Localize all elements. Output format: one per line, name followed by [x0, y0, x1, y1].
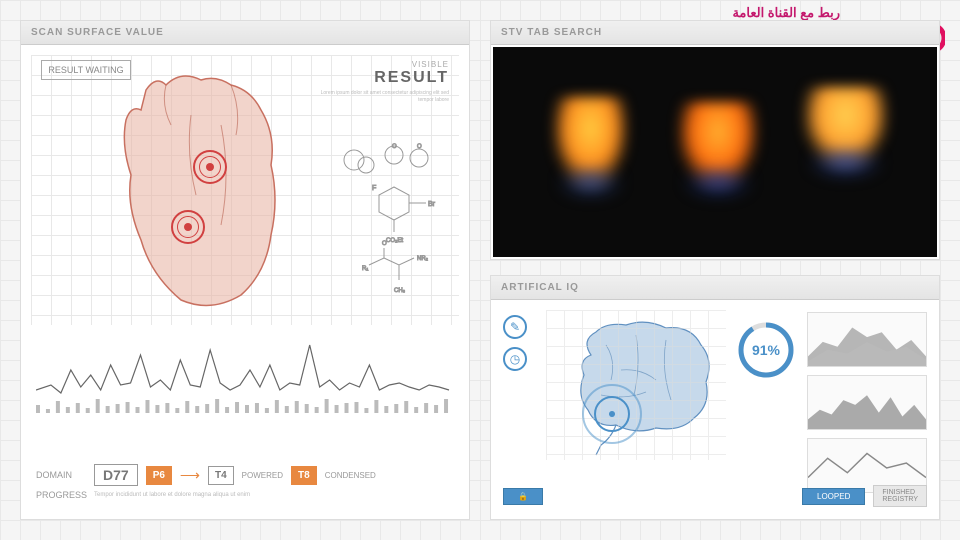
svg-text:O: O — [417, 144, 422, 150]
ai-panel-header: ARTIFICAL IQ — [491, 276, 939, 300]
svg-text:R₁: R₁ — [362, 266, 368, 272]
heart-illustration — [91, 55, 311, 315]
svg-text:NR₂: NR₂ — [417, 256, 429, 262]
badge-d77: D77 — [94, 464, 138, 486]
scan-surface-panel: SCAN SURFACE VALUE RESULT WAITING VISIBL… — [20, 20, 470, 520]
badge-p6: P6 — [146, 466, 172, 485]
artificial-iq-panel: ARTIFICAL IQ ✎ ◷ 91% — [490, 275, 940, 520]
domain-label: DOMAIN — [36, 470, 86, 480]
ai-footer-row: 🔒 LOOPED FINISHEDREGISTRY — [503, 485, 927, 507]
mini-chart-2 — [807, 375, 927, 430]
svg-text:O: O — [392, 144, 397, 150]
mini-chart-1 — [807, 312, 927, 367]
visible-result-block: VISIBLE RESULT Lorem ipsum dolor sit ame… — [319, 60, 449, 103]
svg-text:Br: Br — [428, 201, 436, 208]
thermal-image-area — [493, 47, 937, 257]
scan-panel-header: SCAN SURFACE VALUE — [21, 21, 469, 45]
progress-label: PROGRESS — [36, 490, 86, 500]
secondary-button[interactable]: FINISHEDREGISTRY — [873, 485, 927, 507]
brain-target-2 — [582, 384, 642, 444]
thermal-search-panel: STV TAB SEARCH — [490, 20, 940, 260]
progress-text: Tempor incididunt ut labore et dolore ma… — [94, 492, 250, 498]
molecule-diagram: O O F Br CO₂Et R₁ NR₂ CH₃ O — [334, 140, 444, 300]
visible-desc: Lorem ipsum dolor sit amet consectetur a… — [319, 90, 449, 103]
badge-t4: T4 — [208, 466, 234, 485]
ai-content-area: ✎ ◷ 91% — [491, 300, 939, 515]
arrow-icon: ⟶ — [180, 467, 200, 484]
badge-t8: T8 — [291, 466, 317, 485]
scan-footer: DOMAIN D77 P6 ⟶ T4 POWERED T8 CONDENSED … — [36, 464, 454, 509]
heart-target-1 — [193, 150, 227, 184]
heart-target-2 — [171, 210, 205, 244]
lock-button[interactable]: 🔒 — [503, 488, 543, 505]
percent-ring: 91% — [736, 320, 796, 380]
broadcast-overlay-text: ربط مع القناة العامة — [732, 5, 840, 21]
heart-diagram-area: RESULT WAITING VISIBLE RESULT Lorem ipsu… — [31, 55, 459, 325]
svg-text:F: F — [372, 185, 376, 192]
clock-icon[interactable]: ◷ — [503, 347, 527, 371]
visible-label: VISIBLE — [319, 60, 449, 69]
wrench-icon[interactable]: ✎ — [503, 315, 527, 339]
tool-icon-column: ✎ ◷ — [503, 315, 533, 379]
thermal-panel-header: STV TAB SEARCH — [491, 21, 939, 45]
powered-label: POWERED — [242, 471, 283, 480]
visible-value: RESULT — [319, 69, 449, 87]
svg-text:O: O — [382, 241, 387, 247]
svg-text:CH₃: CH₃ — [394, 288, 406, 294]
looped-button[interactable]: LOOPED — [802, 488, 865, 505]
svg-text:91%: 91% — [752, 342, 781, 358]
condensed-label: CONDENSED — [325, 471, 376, 480]
brain-diagram-area — [546, 310, 726, 460]
svg-text:CO₂Et: CO₂Et — [386, 238, 403, 244]
waveform-chart — [36, 335, 454, 415]
